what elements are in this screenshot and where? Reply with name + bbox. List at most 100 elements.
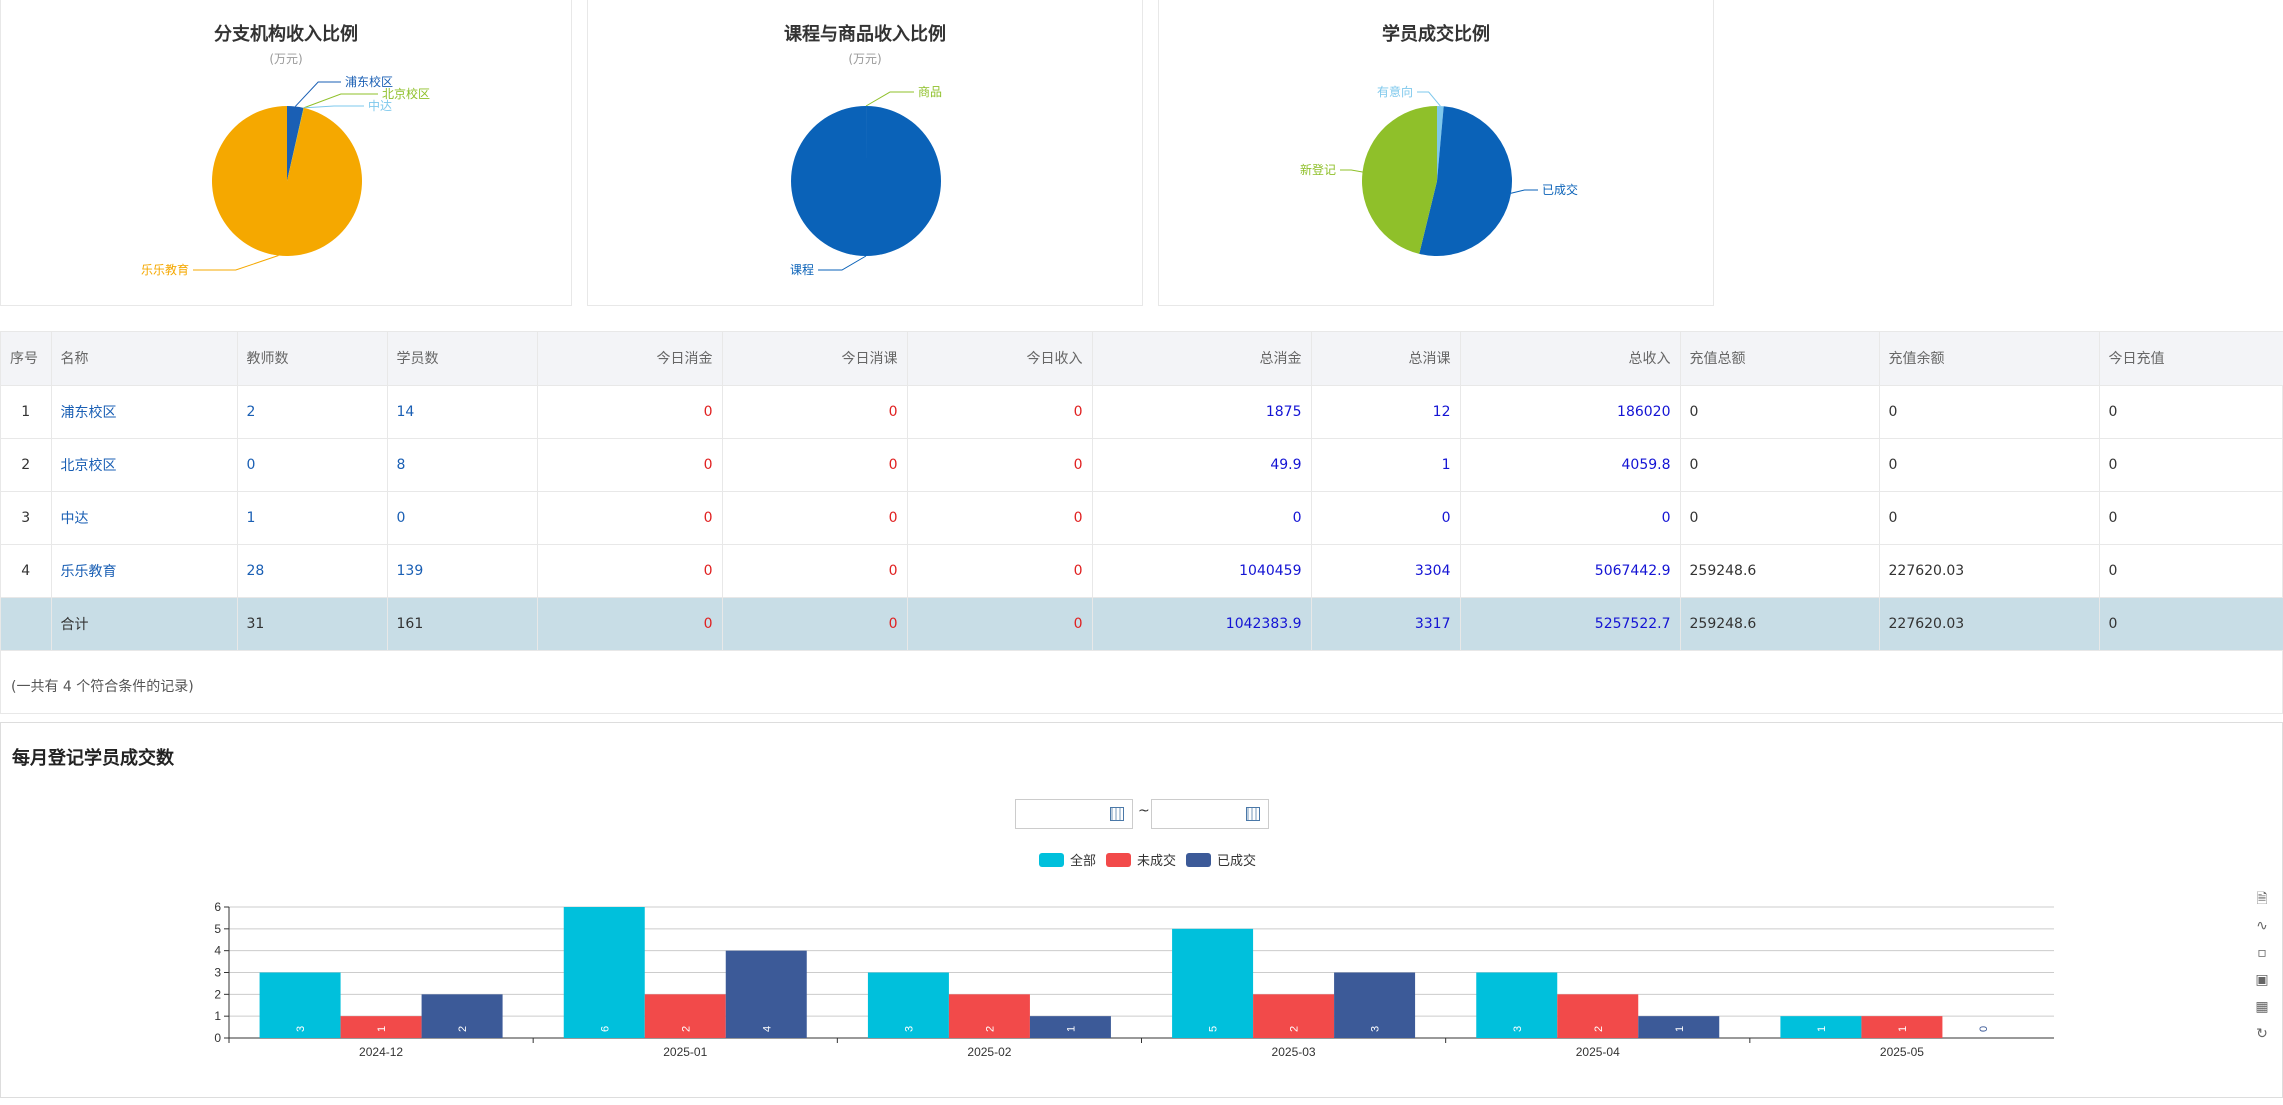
date-to-input[interactable] <box>1151 799 1269 829</box>
cell-value: 0 <box>888 615 898 632</box>
pie-slice[interactable] <box>212 106 363 257</box>
pie-slice[interactable] <box>1419 106 1512 256</box>
pie-slice[interactable] <box>1437 106 1444 181</box>
table-cell: 28 <box>237 544 388 598</box>
col-header[interactable]: 今日消金 <box>537 332 723 386</box>
bar[interactable] <box>725 950 807 1038</box>
calendar-icon[interactable] <box>1246 807 1260 821</box>
cell-value: 0 <box>1888 403 1898 420</box>
pie-slice[interactable] <box>791 106 942 256</box>
bar[interactable] <box>1172 928 1254 1038</box>
pie-leader-line <box>1340 169 1363 173</box>
table-cell: 0 <box>537 544 723 598</box>
count-link[interactable]: 0 <box>246 456 256 473</box>
table-cell: 3 <box>1 491 52 545</box>
pie-slice[interactable] <box>1362 106 1437 254</box>
pie-slice[interactable] <box>287 107 304 181</box>
calendar-icon[interactable] <box>1110 807 1124 821</box>
legend-item-not-dealt[interactable]: 未成交 <box>1106 850 1176 869</box>
bar-chart-icon[interactable]: ▫ <box>2257 945 2267 961</box>
pie-slice[interactable] <box>287 106 304 181</box>
bar[interactable] <box>1780 1016 1862 1038</box>
pie-slice-label: 已成交 <box>1542 182 1578 197</box>
bar[interactable] <box>867 972 949 1039</box>
cell-value: 3317 <box>1414 615 1451 632</box>
bar[interactable] <box>1334 972 1416 1039</box>
col-header[interactable]: 总消课 <box>1311 332 1461 386</box>
table-cell: 3317 <box>1311 597 1461 651</box>
data-view-icon[interactable]: 🗎 <box>2256 891 2268 907</box>
count-link[interactable]: 0 <box>396 509 406 526</box>
col-header[interactable]: 学员数 <box>387 332 538 386</box>
legend-item-all[interactable]: 全部 <box>1039 850 1096 869</box>
bar-value-label: 5 <box>1208 1026 1220 1032</box>
table-cell: 1 <box>237 491 388 545</box>
count-link[interactable]: 28 <box>246 562 265 579</box>
table-row: 1 浦东校区 2 14 0 0 0 1875 12 186020 0 0 0 <box>1 385 2283 439</box>
pie-card-course-goods: 课程与商品收入比例 (万元) 商品 课程 <box>587 0 1143 306</box>
table-cell: 0 <box>1311 491 1461 545</box>
bar[interactable] <box>421 994 503 1038</box>
bar[interactable] <box>1029 1016 1111 1038</box>
table-cell: 0 <box>2099 491 2283 545</box>
table-cell: 0 <box>2099 544 2283 598</box>
cell-value: 0 <box>2108 403 2118 420</box>
count-link[interactable]: 8 <box>396 456 406 473</box>
table-cell: 0 <box>722 544 908 598</box>
branch-name-link[interactable]: 浦东校区 <box>60 404 117 421</box>
col-header[interactable]: 充值余额 <box>1879 332 2100 386</box>
table-cell: 0 <box>537 597 723 651</box>
x-tick-label: 2024-12 <box>359 1045 403 1059</box>
bar[interactable] <box>259 972 341 1039</box>
cell-value: 0 <box>1441 509 1451 526</box>
legend-label: 未成交 <box>1137 854 1177 869</box>
count-link[interactable]: 1 <box>246 509 256 526</box>
col-header[interactable]: 名称 <box>51 332 238 386</box>
cell-value: 0 <box>1888 456 1898 473</box>
col-header[interactable]: 今日收入 <box>907 332 1093 386</box>
bar-value-label: 2 <box>1289 1026 1301 1032</box>
tiled-icon[interactable]: ▦ <box>2255 999 2269 1015</box>
pie-slice[interactable] <box>287 107 304 181</box>
line-chart-icon[interactable]: ∿ <box>2256 918 2268 934</box>
col-header[interactable]: 教师数 <box>237 332 388 386</box>
stack-icon[interactable]: ▣ <box>2255 972 2269 988</box>
bar[interactable] <box>340 1016 422 1038</box>
legend-item-dealt[interactable]: 已成交 <box>1186 850 1256 869</box>
col-header[interactable]: 充值总额 <box>1680 332 1880 386</box>
count-link[interactable]: 14 <box>396 403 415 420</box>
cell-value: 5257522.7 <box>1594 615 1671 632</box>
pie-card-student-deal: 学员成交比例 有意向 已成交 新登记 <box>1158 0 1714 306</box>
table-cell: 0 <box>722 438 908 492</box>
cell-value: 1042383.9 <box>1225 615 1302 632</box>
bar[interactable] <box>1253 994 1335 1038</box>
bar[interactable] <box>1476 972 1558 1039</box>
bar[interactable] <box>948 994 1030 1038</box>
date-from-input[interactable] <box>1015 799 1133 829</box>
table-cell: 1 <box>1 385 52 439</box>
branch-name-link[interactable]: 中达 <box>60 510 89 527</box>
date-separator: ~ <box>1138 803 1150 819</box>
col-header[interactable]: 序号 <box>1 332 52 386</box>
count-link[interactable]: 139 <box>396 562 424 579</box>
col-header[interactable]: 今日消课 <box>722 332 908 386</box>
bar[interactable] <box>1861 1016 1943 1038</box>
y-tick-label: 6 <box>214 900 221 914</box>
branch-name-link[interactable]: 乐乐教育 <box>60 563 117 580</box>
restore-icon[interactable]: ↻ <box>2256 1026 2268 1042</box>
col-header[interactable]: 总收入 <box>1460 332 1681 386</box>
table-cell: 1042383.9 <box>1092 597 1312 651</box>
bar[interactable] <box>1638 1016 1720 1038</box>
bar[interactable] <box>644 994 726 1038</box>
col-header[interactable]: 总消金 <box>1092 332 1312 386</box>
bar-value-label: 1 <box>1674 1026 1686 1032</box>
branch-name-link[interactable]: 北京校区 <box>60 457 117 474</box>
bar[interactable] <box>563 907 645 1038</box>
bar[interactable] <box>1557 994 1639 1038</box>
count-link[interactable]: 2 <box>246 403 256 420</box>
col-header[interactable]: 今日充值 <box>2099 332 2283 386</box>
